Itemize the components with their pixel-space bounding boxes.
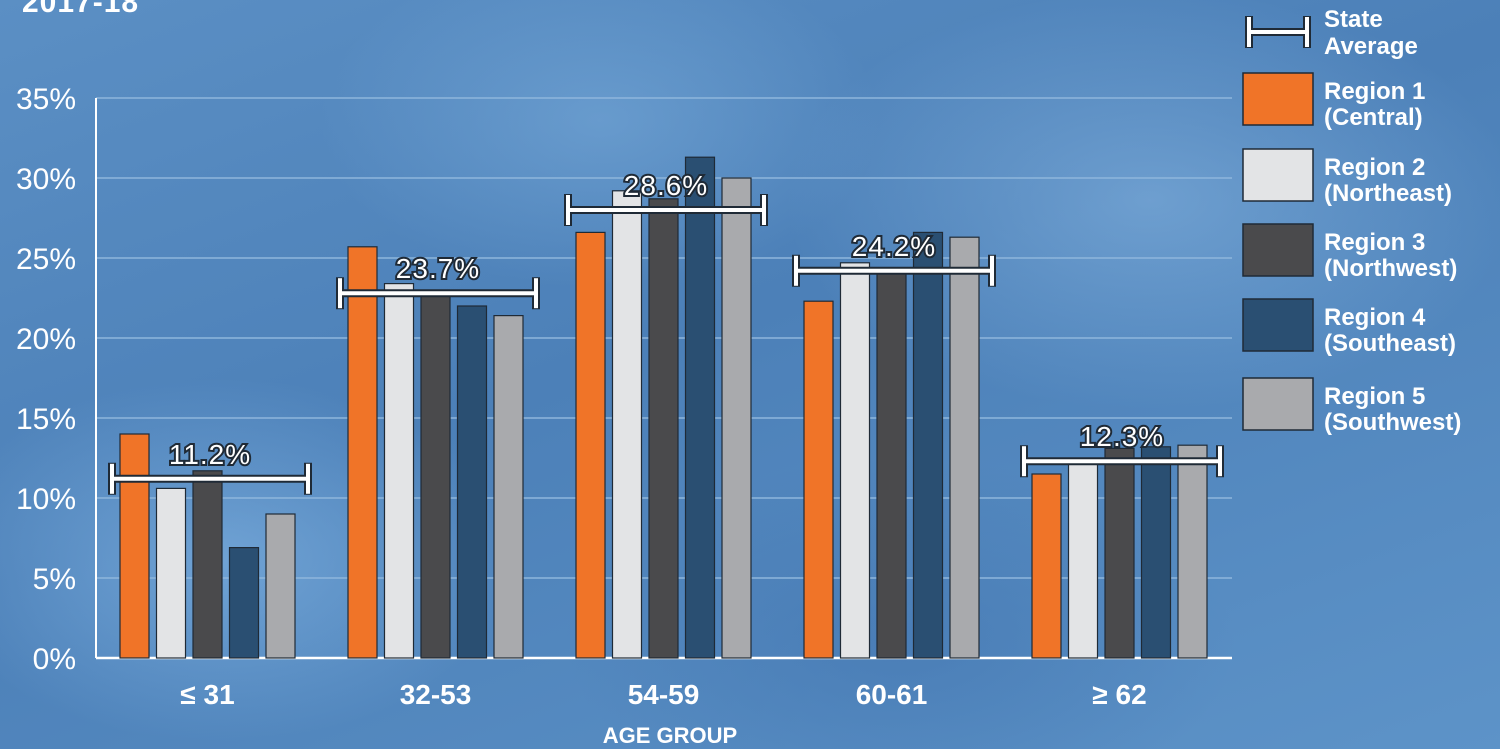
- legend-label: Region 3: [1324, 229, 1425, 256]
- legend-label: Region 5: [1324, 383, 1425, 410]
- bar-region2: [839, 262, 871, 659]
- state-average-bracket: [564, 194, 768, 226]
- x-tick-label: 60-61: [856, 679, 928, 710]
- legend-label: (Northwest): [1324, 255, 1457, 282]
- state-average-bracket: [792, 254, 996, 287]
- legend-swatch: [1242, 148, 1314, 202]
- state-average-label: 28.6%: [624, 170, 708, 201]
- bar-region5: [493, 315, 524, 659]
- bar-region5: [265, 513, 296, 659]
- bar-region4: [456, 305, 488, 659]
- legend-label: (Central): [1324, 104, 1423, 131]
- legend-label: State: [1324, 6, 1383, 33]
- state-average-label: 23.7%: [396, 253, 480, 284]
- bar-region3: [1104, 447, 1135, 659]
- bar-region5: [1177, 444, 1208, 659]
- y-tick-label: 25%: [16, 243, 76, 276]
- y-tick-label: 0%: [33, 643, 76, 676]
- x-tick-label: ≤ 31: [180, 679, 234, 710]
- y-tick-label: 10%: [16, 483, 76, 516]
- legend-label: (Southwest): [1324, 409, 1461, 436]
- bar-region4: [228, 546, 260, 659]
- legend-item-region1: Region 1(Central): [1242, 72, 1425, 131]
- bar-region1: [119, 433, 150, 659]
- legend-swatch: [1242, 72, 1314, 126]
- state-average-label: 11.2%: [169, 439, 251, 470]
- bar-region4: [684, 156, 716, 659]
- legend-label: (Northeast): [1324, 180, 1452, 207]
- bar-region4: [1140, 446, 1172, 659]
- legend-item-region4: Region 4(Southeast): [1242, 298, 1456, 357]
- y-tick-label: 5%: [33, 563, 76, 596]
- bar-region5: [721, 177, 752, 659]
- page-title: 2017-18: [22, 0, 140, 19]
- bar-region2: [1067, 462, 1099, 659]
- state-average-bracket: [336, 277, 540, 310]
- y-axis: 0% 5% 10% 15% 20% 25% 30% 35%: [16, 83, 1232, 676]
- bar-region3: [420, 295, 451, 659]
- state-average-label: 24.2%: [852, 231, 936, 262]
- y-tick-label: 30%: [16, 163, 76, 196]
- y-tick-label: 20%: [16, 323, 76, 356]
- bar-region1: [347, 246, 378, 659]
- x-tick-label: ≥ 62: [1092, 679, 1146, 710]
- state-average-bracket: [1020, 445, 1224, 478]
- bar-region4: [912, 231, 944, 659]
- bar-region2: [155, 487, 187, 659]
- legend-label: Region 1: [1324, 78, 1425, 105]
- legend-item-region2: Region 2(Northeast): [1242, 148, 1452, 207]
- state-average-label: 12.3%: [1080, 421, 1164, 452]
- legend-swatch: [1242, 377, 1314, 431]
- bar-region2: [611, 190, 643, 659]
- bar-region3: [648, 198, 679, 659]
- legend-item-region5: Region 5(Southwest): [1242, 377, 1461, 436]
- legend-item-region3: Region 3(Northwest): [1242, 223, 1457, 282]
- state-average-bracket: [108, 462, 312, 495]
- bar-region1: [575, 231, 606, 659]
- bar-region2: [383, 283, 415, 659]
- bars: [119, 156, 1208, 659]
- state-average-markers: 11.2% 23.7% 28.6% 24.2% 12.3%: [108, 168, 1224, 495]
- legend-label: Region 2: [1324, 154, 1425, 181]
- y-tick-label: 35%: [16, 83, 76, 116]
- bar-region3: [876, 268, 907, 659]
- x-axis-title: AGE GROUP: [603, 723, 737, 748]
- x-axis: ≤ 31 32-53 54-59 60-61 ≥ 62: [180, 679, 1146, 710]
- x-tick-label: 54-59: [628, 679, 700, 710]
- bar-region1: [1031, 473, 1062, 659]
- legend-label: Region 4: [1324, 304, 1426, 331]
- y-tick-label: 15%: [16, 403, 76, 436]
- legend-label: (Southeast): [1324, 330, 1456, 357]
- bar-region5: [949, 236, 980, 659]
- legend-label: Average: [1324, 33, 1418, 60]
- legend-swatch: [1242, 298, 1314, 352]
- x-tick-label: 32-53: [400, 679, 472, 710]
- bar-region3: [192, 470, 223, 659]
- legend-swatch: [1242, 223, 1314, 277]
- bar-region1: [803, 300, 834, 659]
